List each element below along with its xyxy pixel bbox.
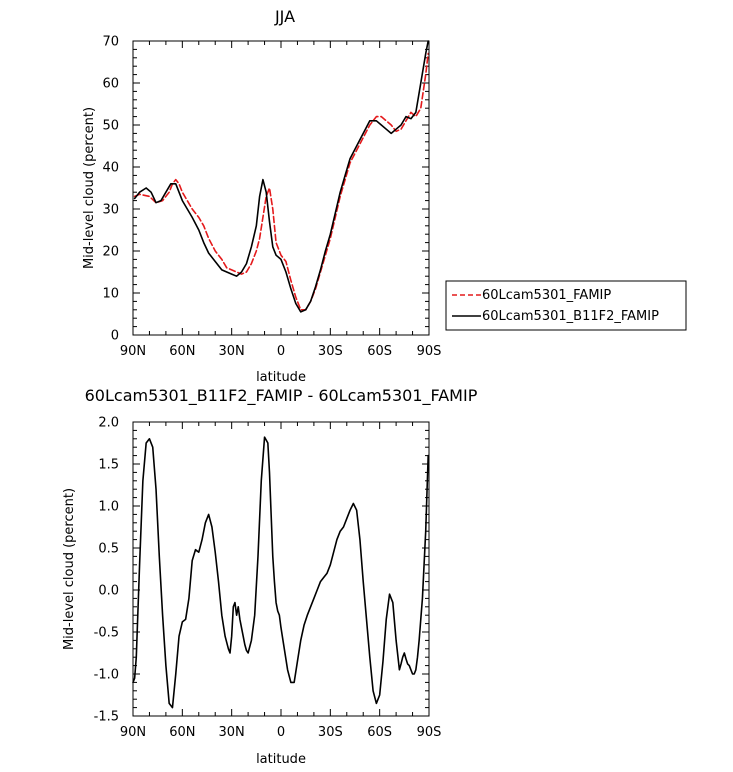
bottom-x-tick-label: 30N	[219, 725, 245, 740]
legend-box	[445, 280, 687, 331]
bottom-x-tick-label: 0	[277, 725, 285, 740]
top-x-tick-label: 30S	[318, 344, 343, 359]
top-y-tick-label: 10	[102, 287, 119, 302]
bottom-series-line-difference	[132, 436, 429, 709]
bottom-y-tick-label: -1.0	[94, 668, 119, 683]
top-y-tick-label: 70	[102, 35, 119, 50]
top-x-tick-label: 30N	[219, 344, 245, 359]
bottom-x-tick-label: 90S	[417, 725, 442, 740]
bottom-y-tick-label: 1.0	[98, 500, 119, 515]
top-plot-content: 90N 60N 30N 0 30S 60S 90S 0 10 20 30 40 50 60 70	[102, 35, 441, 360]
bottom-y-axis-label: Mid-level cloud (percent)	[62, 488, 77, 650]
bottom-x-tick-label: 60S	[367, 725, 392, 740]
bottom-x-tick-label: 30S	[318, 725, 343, 740]
top-x-tick-label: 0	[277, 344, 285, 359]
top-y-tick-label: 60	[102, 77, 119, 92]
bottom-y-tick-label: 1.5	[98, 458, 119, 473]
top-plot-frame	[132, 40, 430, 336]
legend-label-famip: 60Lcam5301_FAMIP	[482, 288, 611, 303]
bottom-x-axis-label: latitude	[256, 752, 306, 767]
top-series-line-60lcam5301-b11f2-famip	[133, 40, 429, 313]
bottom-plot-content: 90N 60N 30N 0 30S 60S 90S -1.5 -1.0 -0.5 0.0 0.5 1.0…	[94, 416, 442, 741]
bottom-y-tick-label: -0.5	[94, 626, 119, 641]
top-y-tick-label: 20	[102, 245, 119, 260]
bottom-chart: 60Lcam5301_B11F2_FAMIP - 60Lcam5301_FAMI…	[62, 386, 478, 767]
top-y-tick-label: 40	[102, 161, 119, 176]
bottom-x-tick-label: 60N	[169, 725, 195, 740]
bottom-y-tick-label: 0.5	[98, 542, 119, 557]
top-y-tick-label: 0	[111, 329, 119, 344]
top-x-tick-label: 60N	[169, 344, 195, 359]
bottom-y-tick-label: 2.0	[98, 416, 119, 431]
top-chart: JJA 90N 60N 30N 0 30S 60S 90S 0 10 20 30 40 50 60 70 l…	[82, 7, 687, 385]
top-y-tick-label: 30	[102, 203, 119, 218]
top-x-tick-label: 90N	[120, 344, 146, 359]
top-legend: 60Lcam5301_FAMIP 60Lcam5301_B11F2_FAMIP	[445, 280, 687, 331]
top-x-axis-label: latitude	[256, 370, 306, 385]
top-chart-title: JJA	[274, 7, 295, 26]
top-y-axis-label: Mid-level cloud (percent)	[82, 107, 97, 269]
bottom-plot-frame	[132, 421, 430, 717]
top-series-line-60lcam5301-famip	[133, 52, 429, 311]
bottom-x-tick-label: 90N	[120, 725, 146, 740]
top-y-tick-label: 50	[102, 119, 119, 134]
bottom-chart-title: 60Lcam5301_B11F2_FAMIP - 60Lcam5301_FAMI…	[85, 386, 478, 406]
legend-label-b11f2: 60Lcam5301_B11F2_FAMIP	[482, 309, 659, 324]
top-x-tick-label: 90S	[417, 344, 442, 359]
top-x-tick-label: 60S	[367, 344, 392, 359]
bottom-y-tick-label: -1.5	[94, 710, 119, 725]
bottom-y-tick-label: 0.0	[98, 584, 119, 599]
